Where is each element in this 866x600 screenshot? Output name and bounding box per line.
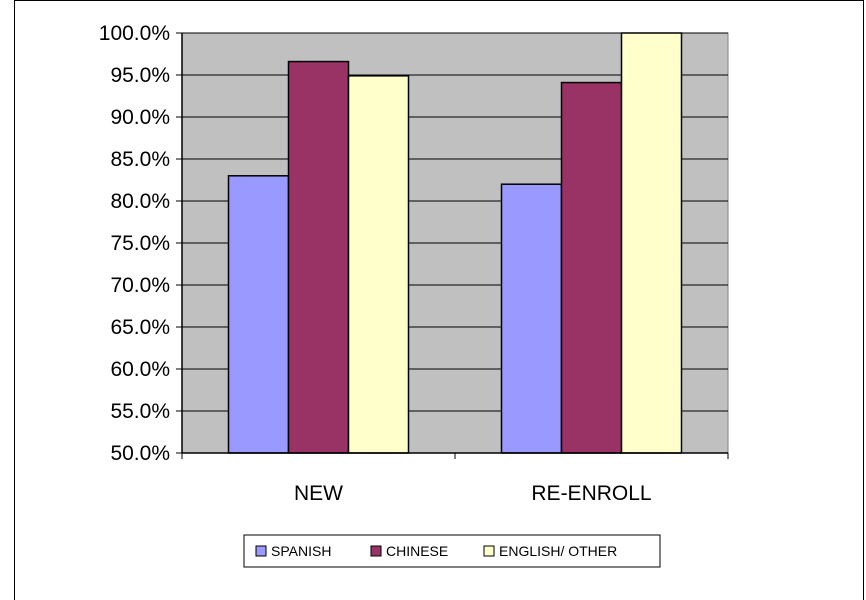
y-tick-label: 70.0% [110, 274, 170, 297]
y-tick-label: 60.0% [110, 358, 170, 381]
legend-swatch [483, 545, 495, 557]
y-tick-label: 95.0% [110, 64, 170, 87]
legend-swatch [370, 545, 382, 557]
y-tick-label: 50.0% [110, 442, 170, 465]
bar-spanish-re-enroll [500, 183, 563, 454]
y-tick-label: 55.0% [110, 400, 170, 423]
legend-label: CHINESE [386, 543, 448, 559]
y-tick-label: 100.0% [99, 22, 170, 45]
legend-label: SPANISH [271, 543, 331, 559]
legend-swatch [255, 545, 267, 557]
bar-spanish-new [227, 175, 290, 454]
x-axis-category-labels: NEW RE-ENROLL [294, 482, 652, 505]
y-tick-label: 85.0% [110, 148, 170, 171]
y-axis-tick-labels: 50.0% 55.0% 60.0% 65.0% 70.0% 75.0% 80.0% 85.0%… [99, 22, 170, 465]
y-tick-label: 75.0% [110, 232, 170, 255]
bar-english-other-re-enroll [620, 32, 683, 454]
bar-chinese-re-enroll [560, 81, 623, 454]
y-tick-label: 90.0% [110, 106, 170, 129]
y-tick-label: 80.0% [110, 190, 170, 213]
legend: SPANISH CHINESE ENGLISH/ OTHER [243, 534, 661, 568]
legend-label: ENGLISH/ OTHER [499, 543, 617, 559]
legend-box [243, 534, 661, 568]
x-category-label: NEW [294, 482, 343, 505]
bar-chinese-new [287, 60, 350, 454]
plot-area [176, 32, 729, 459]
bar-english-other-new [347, 75, 410, 454]
x-category-label: RE-ENROLL [531, 482, 651, 505]
y-tick-label: 65.0% [110, 316, 170, 339]
